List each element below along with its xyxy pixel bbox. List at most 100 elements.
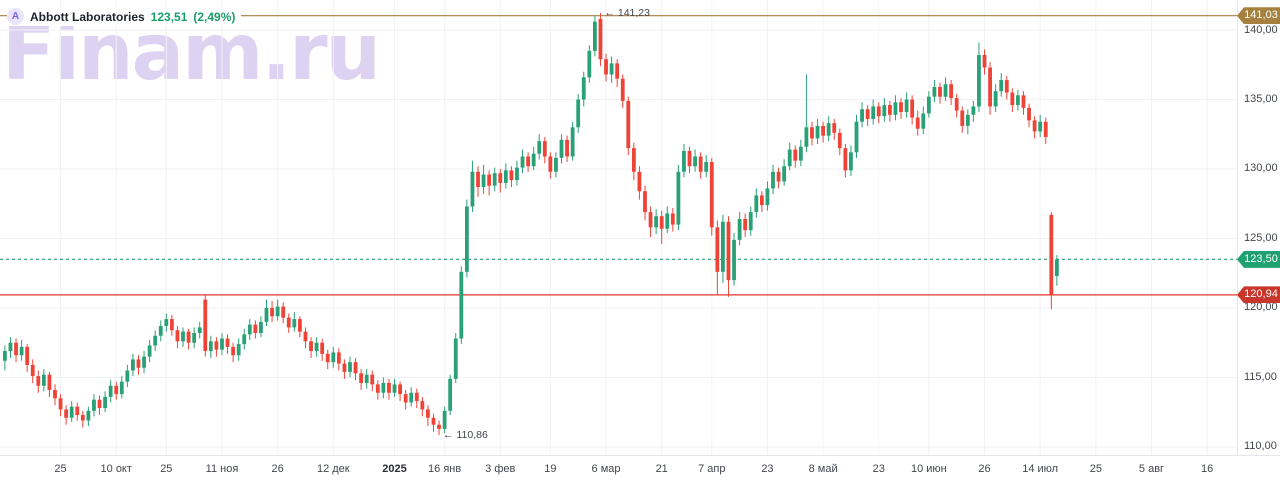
candle-down[interactable] [887, 100, 892, 122]
candle-down[interactable] [169, 314, 174, 336]
candle-up[interactable] [69, 401, 74, 422]
candle-up[interactable] [860, 102, 864, 128]
candle-down[interactable] [631, 142, 636, 181]
candle-up[interactable] [520, 149, 525, 174]
candle-up[interactable] [1054, 255, 1059, 286]
candle-up[interactable] [181, 327, 185, 347]
candle-up[interactable] [609, 56, 614, 83]
candle-up[interactable] [943, 77, 948, 101]
candle-down[interactable] [899, 98, 903, 119]
candle-down[interactable] [303, 327, 308, 349]
candle-up[interactable] [364, 369, 369, 389]
price-axis[interactable]: 140,00 135,00 130,00 125,00 120,00 115,00 110,… [1237, 0, 1280, 455]
candle-up[interactable] [993, 84, 998, 113]
candle-up[interactable] [464, 199, 469, 278]
candle-up[interactable] [676, 164, 681, 231]
candle-up[interactable] [754, 188, 759, 218]
candlestick-chart-canvas[interactable] [0, 0, 1280, 455]
candle-down[interactable] [670, 207, 675, 232]
candle-down[interactable] [225, 334, 230, 354]
candle-down[interactable] [426, 405, 430, 427]
candle-down[interactable] [659, 210, 664, 245]
candle-down[interactable] [509, 166, 514, 188]
candle-up[interactable] [570, 121, 575, 161]
candle-down[interactable] [97, 395, 102, 415]
candle-down[interactable] [821, 121, 826, 143]
candle-down[interactable] [75, 402, 80, 421]
candle-down[interactable] [1021, 91, 1026, 115]
candle-down[interactable] [548, 152, 553, 179]
candle-down[interactable] [709, 157, 714, 236]
candle-down[interactable] [281, 302, 286, 324]
candle-up[interactable] [392, 378, 397, 397]
candle-down[interactable] [759, 191, 764, 213]
candle-down[interactable] [1027, 103, 1031, 128]
candle-up[interactable] [259, 316, 263, 338]
candle-down[interactable] [325, 349, 330, 370]
candle-down[interactable] [336, 348, 341, 371]
candle-up[interactable] [41, 369, 46, 392]
candle-up[interactable] [771, 164, 775, 195]
candle-up[interactable] [732, 232, 736, 286]
candle-up[interactable] [242, 328, 247, 350]
candle-up[interactable] [197, 321, 202, 339]
candle-up[interactable] [826, 116, 831, 142]
candle-down[interactable] [253, 320, 258, 339]
candle-up[interactable] [314, 337, 319, 357]
candle-up[interactable] [108, 380, 113, 403]
candle-down[interactable] [982, 49, 987, 75]
candle-up[interactable] [220, 332, 224, 356]
candle-down[interactable] [698, 152, 703, 179]
candle-down[interactable] [370, 370, 375, 392]
candle-down[interactable] [387, 378, 391, 400]
candle-down[interactable] [286, 313, 291, 333]
candle-down[interactable] [1004, 75, 1009, 100]
candle-down[interactable] [949, 80, 954, 106]
candle-up[interactable] [531, 146, 536, 171]
candle-down[interactable] [637, 166, 642, 200]
candle-down[interactable] [14, 338, 18, 363]
candle-up[interactable] [125, 364, 130, 388]
candle-down[interactable] [1049, 212, 1054, 310]
candle-down[interactable] [620, 74, 625, 108]
candle-up[interactable] [8, 337, 13, 358]
candle-up[interactable] [748, 206, 753, 236]
candle-down[interactable] [843, 143, 848, 178]
candle-up[interactable] [787, 142, 792, 171]
candle-up[interactable] [904, 92, 909, 118]
candle-up[interactable] [131, 353, 135, 377]
candle-up[interactable] [481, 164, 486, 195]
candle-down[interactable] [626, 96, 631, 156]
candle-down[interactable] [1032, 116, 1037, 139]
candle-up[interactable] [381, 377, 386, 399]
candle-up[interactable] [515, 160, 519, 186]
candle-down[interactable] [910, 95, 915, 125]
candle-up[interactable] [164, 313, 169, 332]
candle-up[interactable] [103, 391, 107, 413]
candle-up[interactable] [704, 155, 709, 178]
candle-up[interactable] [459, 266, 464, 345]
candle-down[interactable] [487, 170, 492, 196]
candle-up[interactable] [537, 134, 542, 160]
candle-up[interactable] [921, 106, 926, 135]
time-axis[interactable]: 25 10 окт 25 11 ноя 26 12 дек 2025 16 янв 3 фев 1… [0, 455, 1280, 485]
candle-up[interactable] [871, 99, 876, 125]
candle-up[interactable] [264, 299, 269, 327]
candle-down[interactable] [353, 357, 358, 381]
candle-up[interactable] [977, 42, 981, 113]
candle-down[interactable] [309, 337, 313, 358]
candle-down[interactable] [320, 338, 325, 361]
candle-up[interactable] [409, 387, 414, 407]
candle-down[interactable] [743, 213, 748, 238]
symbol-header[interactable]: A Abbott Laboratories 123,51 (2,49%) [7, 7, 242, 26]
candle-up[interactable] [765, 181, 770, 211]
candle-down[interactable] [1010, 88, 1015, 113]
candle-up[interactable] [208, 335, 213, 358]
candle-down[interactable] [47, 371, 52, 397]
candle-down[interactable] [186, 328, 191, 350]
candle-down[interactable] [58, 394, 63, 417]
candle-up[interactable] [849, 145, 853, 176]
candle-down[interactable] [954, 93, 959, 118]
candle-down[interactable] [865, 105, 870, 126]
candle-up[interactable] [442, 406, 447, 434]
